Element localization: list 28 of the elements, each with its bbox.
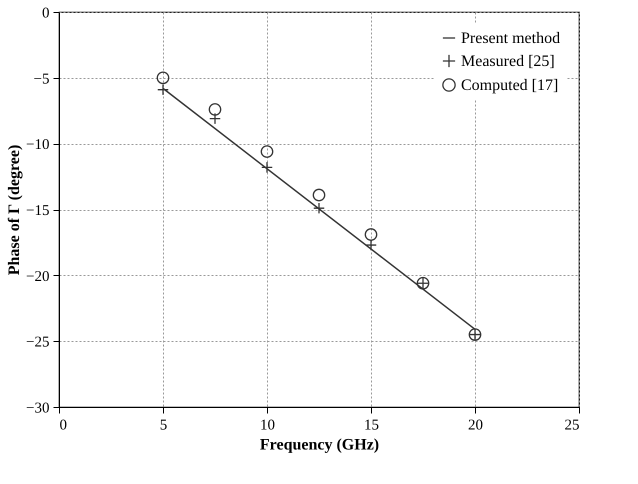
y-tick-label: −5 (34, 71, 50, 88)
point (261, 161, 273, 174)
x-tick-label: 15 (364, 418, 379, 434)
point (312, 188, 326, 202)
point (364, 228, 378, 241)
y-tick-label: −15 (26, 203, 50, 219)
y-axis-title: Phase of Γ (degree) (6, 144, 24, 276)
x-tick-label: 25 (564, 418, 580, 434)
point (209, 112, 221, 125)
legend-label: Computed [17] (461, 77, 558, 94)
x-axis-title: Frequency (GHz) (260, 436, 380, 454)
x-tick-label: 5 (160, 418, 168, 434)
y-tick-label: 0 (42, 6, 50, 22)
x-tick-label: 10 (260, 418, 275, 434)
legend-label: Present method (461, 30, 560, 47)
point (156, 71, 170, 84)
y-tick-label: −10 (26, 137, 50, 154)
y-tick-label: −30 (26, 400, 50, 416)
y-tick-label: −20 (26, 268, 50, 285)
point (365, 239, 377, 251)
point (260, 145, 274, 158)
legend-label: Measured [25] (461, 53, 555, 70)
point (313, 202, 325, 214)
point (208, 103, 222, 116)
x-tick-label: 20 (468, 418, 483, 434)
point (157, 84, 169, 96)
x-tick-label: 0 (60, 418, 67, 434)
y-tick-label: −25 (26, 334, 50, 351)
